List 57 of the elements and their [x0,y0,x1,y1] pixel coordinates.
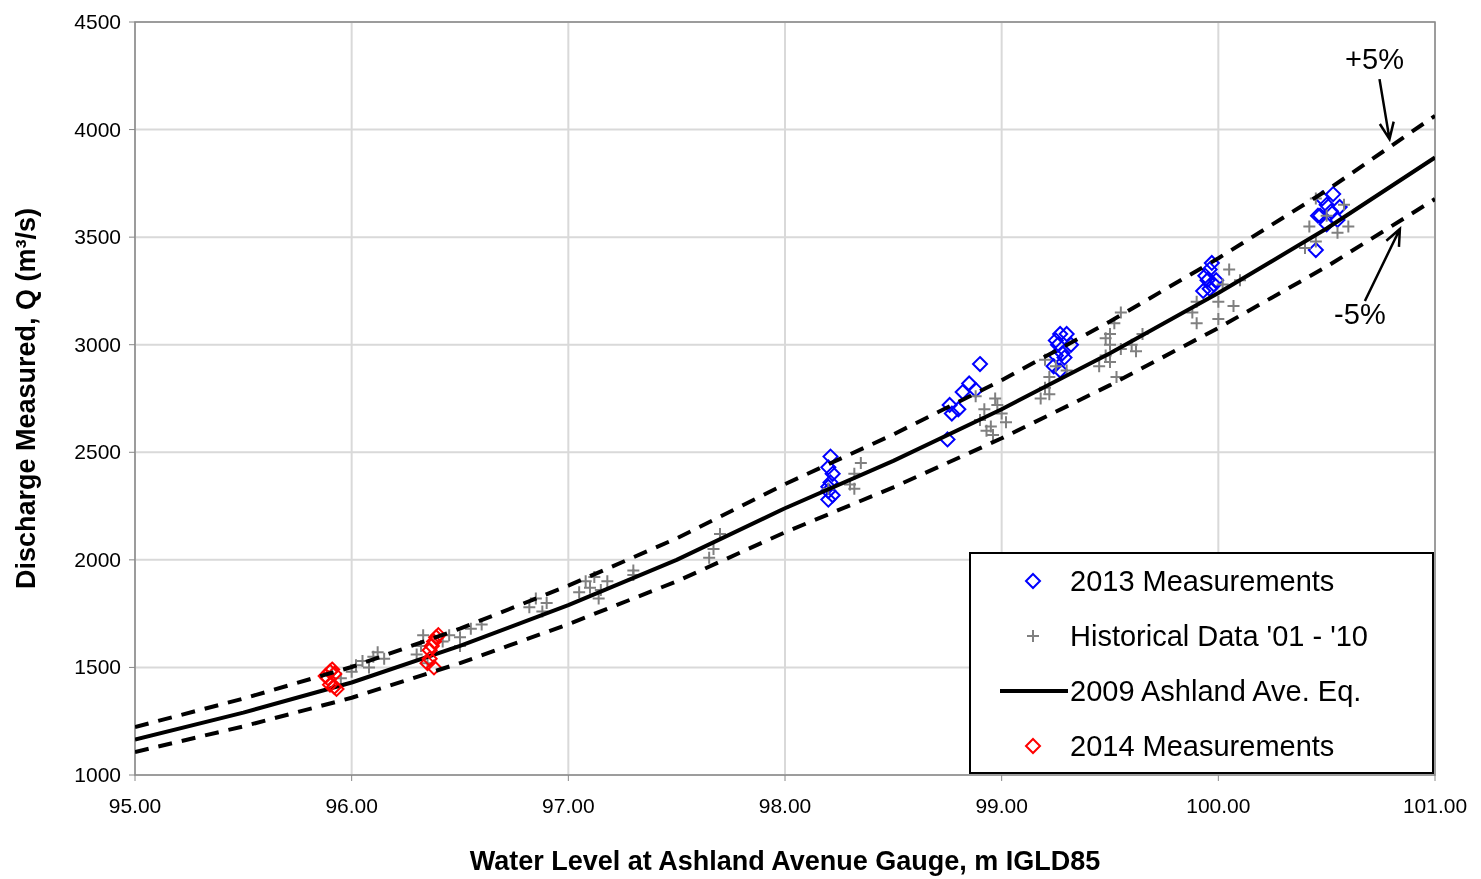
point [941,396,958,413]
point [1208,272,1225,289]
point [426,633,442,650]
point [1058,325,1075,342]
point [1052,325,1069,342]
point [822,448,839,465]
point [1047,332,1064,349]
x-tick-label: 99.00 [975,794,1028,817]
x-tick-label: 101.00 [1402,794,1468,817]
point [1325,186,1342,203]
y-axis-title: Discharge Measured, Q (m³/s) [11,207,41,590]
point [943,405,960,422]
point [1201,261,1218,278]
point [426,659,442,676]
annotation: -5% [1334,297,1386,330]
annotation: +5% [1345,43,1404,76]
point [1195,282,1212,299]
x-tick-label: 97.00 [542,794,595,817]
point [950,401,967,418]
point [954,384,971,401]
point [1197,267,1214,284]
point [421,642,438,659]
legend-label: Historical Data '01 - '10 [1070,620,1368,652]
y-tick-label: 3500 [74,225,121,249]
point [1203,254,1220,271]
x-tick-label: 98.00 [758,794,812,817]
point [1307,242,1324,259]
y-tick-label: 3000 [74,332,121,356]
x-tick-label: 100.00 [1186,794,1251,817]
point [820,459,837,476]
x-tick-label: 95.00 [108,794,162,817]
point [326,665,343,682]
point [423,637,440,654]
point [824,465,841,482]
x-tick-label: 96.00 [325,794,378,817]
y-tick-label: 1000 [74,763,121,786]
point [322,676,338,693]
point [939,431,956,448]
point [1056,349,1073,366]
legend-label: 2013 Measurements [1070,565,1335,597]
y-tick-label: 4000 [74,117,121,141]
y-tick-label: 2000 [74,547,121,571]
point [421,650,438,667]
y-tick-label: 2500 [74,440,121,464]
point [1318,196,1335,213]
point [1331,199,1348,216]
x-axis-title: Water Level at Ashland Avenue Gauge, m IGLD85 [469,846,1101,876]
point [1054,345,1071,362]
y-tick-label: 1500 [74,655,121,679]
legend-label: 2009 Ashland Ave. Eq. [1070,675,1362,707]
point [1063,336,1079,353]
point [1052,362,1069,379]
point [820,491,837,508]
legend-label: 2014 Measurements [1070,730,1335,762]
point [972,356,988,373]
y-tick-label: 4500 [74,10,121,33]
point [961,375,978,392]
